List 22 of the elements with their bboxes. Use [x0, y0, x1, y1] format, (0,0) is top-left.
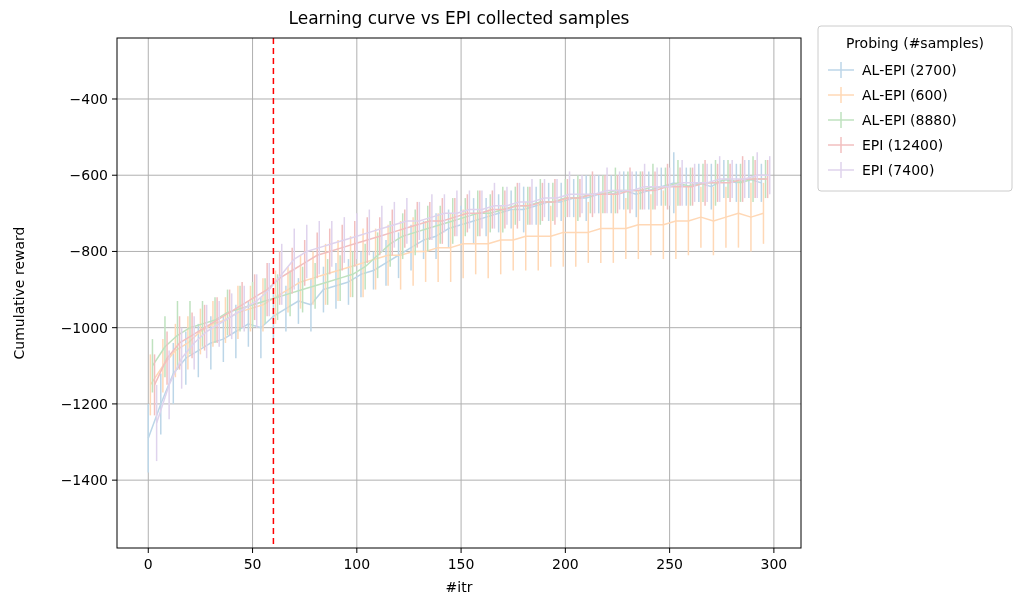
- x-tick-label: 300: [760, 556, 788, 572]
- legend-label: AL-EPI (2700): [862, 62, 957, 78]
- y-tick-label: −400: [69, 90, 108, 107]
- x-tick-label: 50: [243, 556, 262, 572]
- legend-label: EPI (12400): [862, 137, 944, 153]
- legend-label: EPI (7400): [862, 162, 935, 178]
- y-tick-label: −1400: [60, 472, 108, 489]
- x-axis-title: #itr: [445, 579, 473, 595]
- x-tick-label: 250: [656, 556, 683, 572]
- x-tick-label: 100: [343, 556, 371, 572]
- y-tick-label: −1200: [60, 395, 108, 412]
- x-tick-label: 150: [447, 556, 475, 572]
- legend-label: AL-EPI (600): [862, 87, 948, 103]
- legend-title: Probing (#samples): [845, 35, 985, 51]
- legend-label: AL-EPI (8880): [862, 112, 957, 128]
- y-tick-label: −800: [69, 243, 108, 260]
- x-tick-label: 200: [551, 556, 579, 572]
- x-tick-label: 0: [143, 556, 153, 572]
- chart-title: Learning curve vs EPI collected samples: [288, 8, 630, 28]
- y-tick-label: −1000: [60, 319, 108, 336]
- y-axis-title: Cumulative reward: [11, 226, 27, 360]
- y-tick-label: −600: [69, 167, 108, 184]
